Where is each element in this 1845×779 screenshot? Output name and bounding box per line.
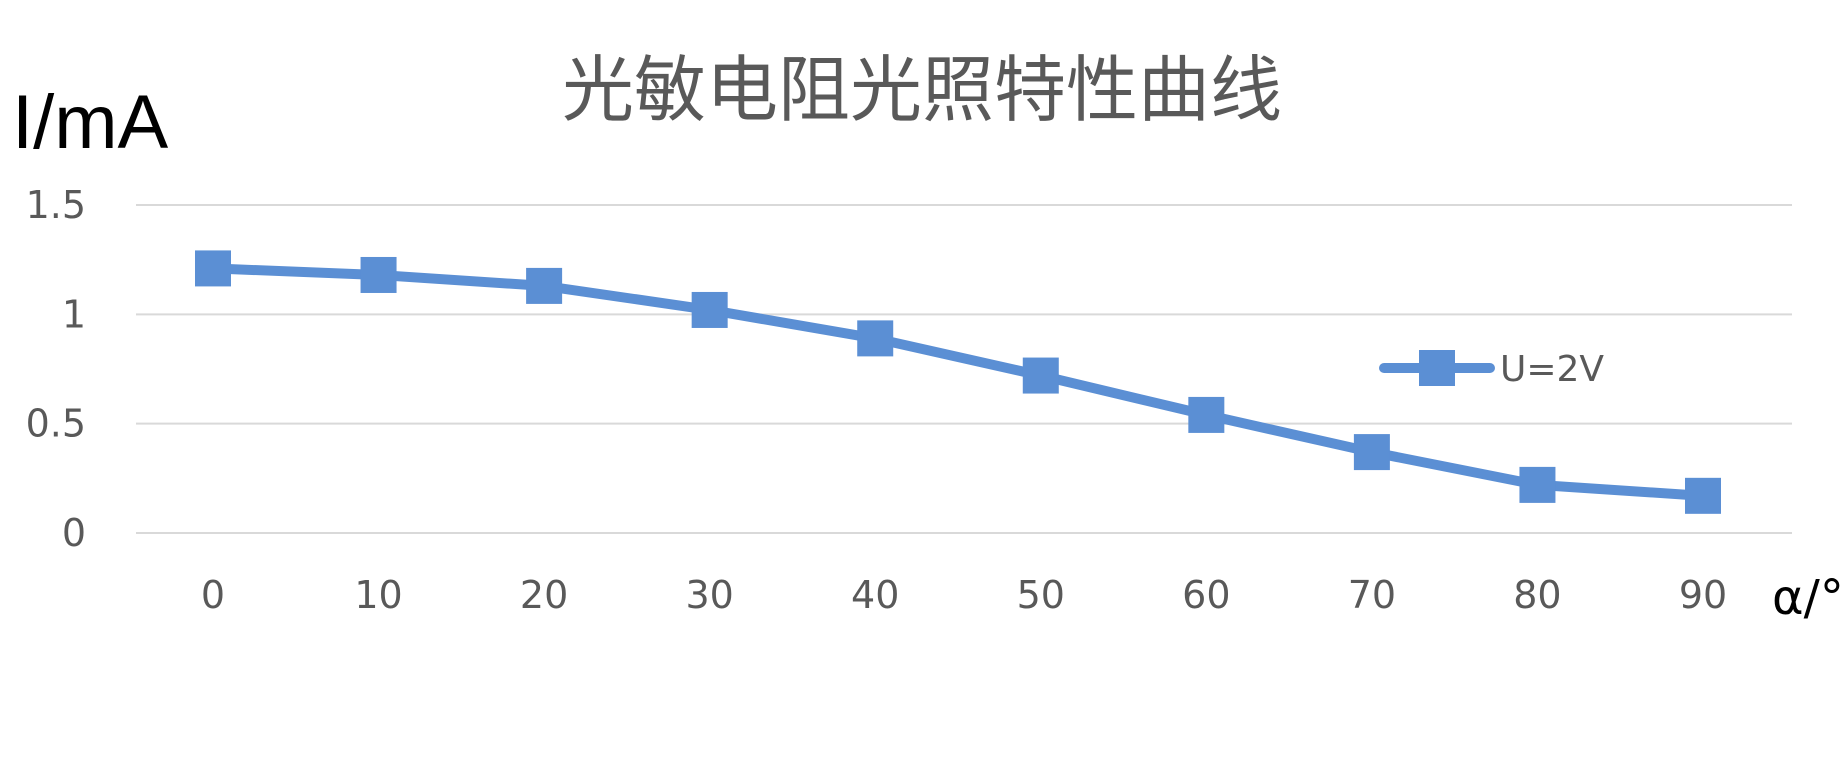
- legend: U=2V: [1379, 349, 1604, 390]
- data-point: [526, 267, 563, 304]
- x-tick-label: 30: [685, 573, 733, 617]
- x-tick-label: 20: [520, 573, 568, 617]
- data-point: [1685, 477, 1721, 514]
- x-tick-label: 50: [1017, 573, 1065, 617]
- data-point: [1519, 466, 1556, 503]
- plot-area: [195, 250, 1721, 514]
- data-point: [691, 291, 728, 328]
- x-tick-label: 0: [201, 573, 225, 617]
- data-point: [1022, 357, 1059, 394]
- y-tick-label: 0.5: [26, 402, 86, 446]
- x-tick-label: 80: [1513, 573, 1561, 617]
- legend-label: U=2V: [1500, 349, 1604, 390]
- x-tick-label: 40: [851, 573, 899, 617]
- data-point: [360, 256, 397, 293]
- y-tick-label: 1: [62, 292, 86, 336]
- data-point: [195, 250, 231, 287]
- data-point: [1353, 434, 1390, 471]
- gridlines: [136, 204, 1792, 534]
- data-point: [1188, 396, 1225, 433]
- y-axis-ticks: 0 0.5 1 1.5: [26, 183, 86, 555]
- y-axis-label: I/mA: [12, 80, 169, 165]
- y-tick-label: 1.5: [26, 183, 86, 227]
- x-tick-label: 10: [354, 573, 402, 617]
- x-tick-label: 70: [1348, 573, 1396, 617]
- x-tick-label: 60: [1182, 573, 1230, 617]
- x-axis-ticks: 0 10 20 30 40 50 60 70 80 90: [201, 573, 1727, 617]
- y-tick-label: 0: [62, 511, 86, 555]
- legend-marker: [1419, 350, 1455, 386]
- x-tick-label: 90: [1679, 573, 1727, 617]
- x-axis-label: α/°: [1772, 570, 1844, 626]
- chart-title: 光敏电阻光照特性曲线: [562, 48, 1282, 132]
- series-line: [208, 263, 1708, 501]
- data-point: [857, 320, 894, 357]
